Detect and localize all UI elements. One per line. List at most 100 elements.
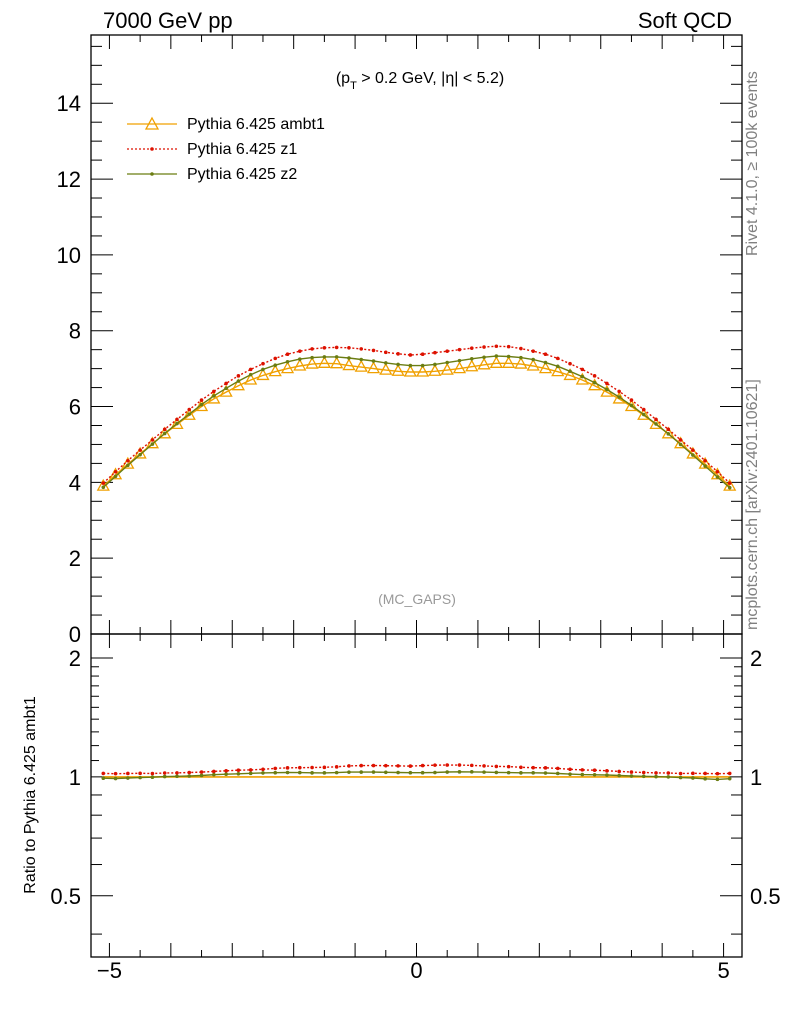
ratio-point <box>592 768 597 773</box>
data-point <box>310 355 314 360</box>
data-point <box>617 395 621 399</box>
ratio-point <box>580 768 585 772</box>
data-point <box>551 364 565 377</box>
data-point <box>465 359 479 372</box>
ratio-point <box>138 771 142 776</box>
data-point <box>347 356 351 360</box>
ratio-point <box>494 764 499 769</box>
ratio-point <box>469 770 474 774</box>
ratio-point <box>617 773 621 778</box>
data-point <box>654 422 658 426</box>
ratio-point <box>433 770 437 775</box>
data-point <box>727 481 732 485</box>
ratio-point <box>224 772 228 777</box>
data-point <box>482 355 486 360</box>
ratio-point <box>396 764 400 768</box>
data-point <box>502 355 516 368</box>
ratio-point <box>469 763 474 768</box>
ratio-line-2 <box>103 771 730 781</box>
ratio-point <box>359 770 364 774</box>
data-point <box>199 398 204 402</box>
ratio-point <box>457 763 462 767</box>
ratio-point <box>199 773 204 778</box>
ratio-point <box>150 771 155 776</box>
data-point <box>298 357 302 361</box>
data-point <box>715 469 720 474</box>
data-point <box>440 362 454 375</box>
series-curves <box>96 344 737 491</box>
ratio-tick-label-right: 1 <box>750 765 762 790</box>
ratio-point <box>666 771 671 775</box>
data-point <box>396 352 400 356</box>
y-tick-label: 6 <box>69 395 81 420</box>
data-point <box>359 357 364 362</box>
ratio-point <box>506 764 511 769</box>
ratio-point <box>543 771 548 775</box>
data-point <box>666 432 671 436</box>
legend: Pythia 6.425 ambt1 Pythia 6.425 z1 Pythi… <box>127 112 325 187</box>
data-point <box>538 361 553 374</box>
data-point <box>519 355 523 360</box>
ratio-point <box>248 771 253 776</box>
legend-item-z1: Pythia 6.425 z1 <box>127 137 325 162</box>
ratio-point <box>126 771 130 776</box>
ratio-point <box>408 770 413 775</box>
data-point <box>605 387 609 392</box>
ratio-point <box>605 769 609 773</box>
ratio-point <box>666 775 671 779</box>
data-point <box>592 380 597 385</box>
data-point <box>162 431 167 436</box>
ratio-point <box>727 771 732 776</box>
data-point <box>383 350 388 355</box>
data-point <box>624 399 639 412</box>
ratio-point <box>322 771 327 775</box>
data-point <box>248 367 253 372</box>
data-point <box>420 352 425 357</box>
data-point <box>629 398 634 402</box>
ratio-point <box>555 771 560 776</box>
series-line-0 <box>102 362 731 487</box>
ratio-frame <box>90 633 743 958</box>
data-point <box>416 364 430 377</box>
data-point <box>641 407 646 412</box>
ratio-tick-label-left: 2 <box>69 646 81 671</box>
ratio-point <box>298 770 302 775</box>
ratio-point <box>175 771 179 775</box>
y-tick-label: 14 <box>57 91 81 116</box>
data-point <box>727 485 732 490</box>
ratio-point <box>383 763 388 768</box>
data-point <box>514 356 528 369</box>
ratio-point <box>334 765 339 769</box>
ratio-point <box>138 775 142 780</box>
data-point <box>330 356 344 369</box>
data-point <box>244 372 258 385</box>
data-point <box>322 345 327 350</box>
ratio-point <box>359 763 364 768</box>
data-point <box>519 346 523 351</box>
data-point <box>641 412 646 417</box>
data-point <box>469 346 474 350</box>
ratio-point <box>371 763 376 768</box>
ratio-point <box>371 770 376 774</box>
data-point <box>371 348 376 353</box>
ratio-point <box>261 771 265 775</box>
ratio-point <box>101 776 106 781</box>
y-tick-label: 8 <box>69 319 81 344</box>
data-point <box>691 448 695 452</box>
data-point <box>482 345 486 349</box>
data-point <box>477 357 491 370</box>
rivet-version-label: Rivet 4.1.0, ≥ 100k events <box>744 71 761 256</box>
data-point <box>489 355 503 368</box>
ratio-point <box>162 771 167 775</box>
data-point <box>506 344 511 349</box>
data-point <box>605 381 609 386</box>
legend-swatch-z1 <box>127 147 177 151</box>
data-point <box>113 474 118 479</box>
data-point <box>580 367 585 372</box>
ratio-tick-label-right: 0.5 <box>750 884 781 909</box>
data-point <box>101 485 106 490</box>
data-point <box>526 358 540 371</box>
data-point <box>334 345 339 350</box>
ratio-line-1 <box>103 764 730 775</box>
